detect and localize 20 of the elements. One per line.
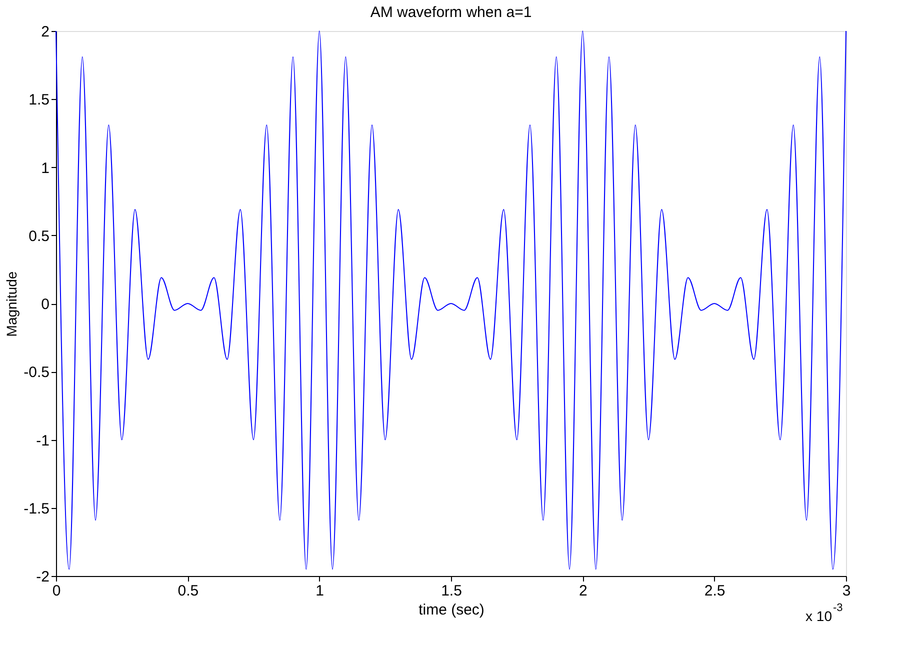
y-tick-label: -0.5	[24, 364, 50, 382]
y-tick-label: 0	[41, 296, 50, 313]
x-axis-title: time (sec)	[418, 602, 484, 618]
y-tick-label: 1.5	[28, 92, 50, 109]
line-series	[56, 30, 846, 570]
x-tick-label: 2	[578, 582, 588, 600]
x-tick-label: 2.5	[704, 582, 726, 600]
y-tick-label: -1.5	[24, 500, 50, 518]
y-tick-label: 1	[41, 160, 50, 177]
x-tick-label: 0	[52, 582, 61, 600]
x-tick-label: 0.5	[178, 582, 199, 600]
y-tick-label: -1	[36, 432, 50, 450]
y-tick-label: 0.5	[28, 228, 50, 245]
chart-title: AM waveform when a=1	[370, 4, 532, 21]
y-tick-label: -2	[36, 568, 50, 586]
x-tick-label: 1.5	[441, 582, 462, 600]
x-tick-label: 3	[842, 582, 851, 600]
y-tick-label: 2	[41, 24, 50, 40]
x-tick-label: 1	[316, 582, 324, 600]
y-axis-title: Magnitude	[4, 271, 20, 337]
